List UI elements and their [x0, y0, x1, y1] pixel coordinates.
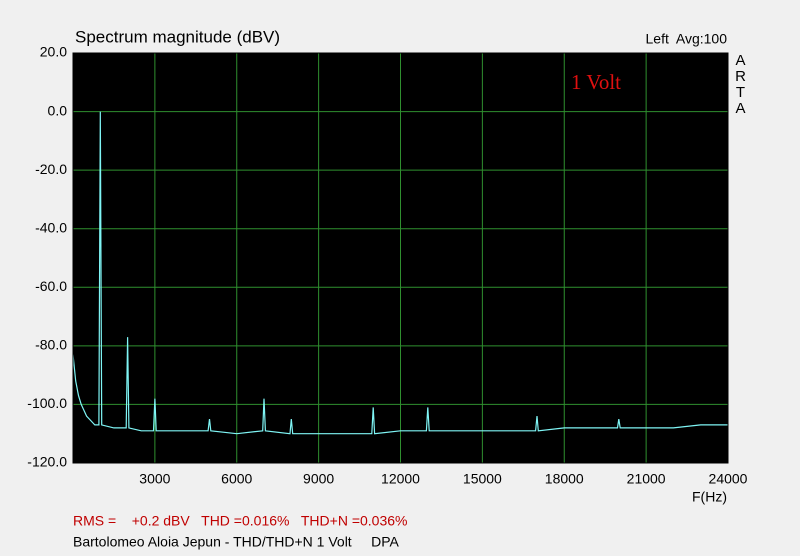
y-tick-label: -120.0 [27, 454, 67, 470]
annotation: 1 Volt [571, 70, 621, 94]
y-tick-label: -80.0 [35, 337, 67, 353]
x-tick-label: 21000 [627, 471, 666, 487]
x-tick-label: 15000 [463, 471, 502, 487]
x-tick-label: 12000 [381, 471, 420, 487]
spectrum-line [72, 111, 728, 435]
x-tick-label: 24000 [709, 471, 748, 487]
chart-subtitle: Left Avg:100 [646, 31, 728, 47]
x-tick-label: 3000 [139, 471, 170, 487]
footer-text: Bartolomeo Aloia Jepun - THD/THD+N 1 Vol… [73, 534, 400, 550]
x-axis-label: F(Hz) [692, 489, 727, 505]
x-tick-label: 6000 [221, 471, 252, 487]
x-tick-label: 18000 [545, 471, 584, 487]
y-tick-label: 0.0 [48, 102, 68, 118]
y-tick-label: -20.0 [35, 161, 67, 177]
footer-text: RMS = +0.2 dBV THD =0.016% THD+N =0.036% [73, 513, 407, 529]
watermark: ARTA [732, 52, 749, 116]
x-tick-label: 9000 [303, 471, 334, 487]
y-tick-label: 20.0 [40, 44, 67, 60]
plot-frame [72, 52, 729, 464]
y-tick-label: -40.0 [35, 219, 67, 235]
y-tick-label: -60.0 [35, 278, 67, 294]
y-tick-label: -100.0 [27, 395, 67, 411]
chart-title: Spectrum magnitude (dBV) [75, 27, 280, 46]
